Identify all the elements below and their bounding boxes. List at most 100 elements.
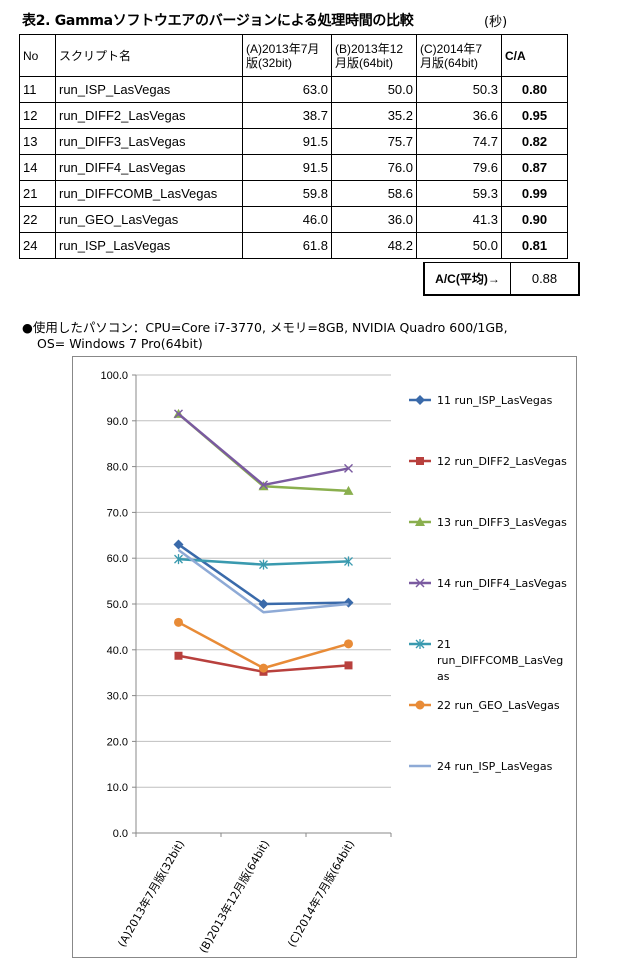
legend-label: 22 run_GEO_LasVegas [437,699,560,712]
header-version-a: (A)2013年7月 版(32bit) [242,34,332,77]
line-chart: 0.0 10.0 20.0 30.0 40.0 50.0 60.0 70.0 80.0 90.0 1… [100,370,567,956]
comparison-table: No スクリプト名 (A)2013年7月 版(32bit) (B)2013年12 月… [19,34,568,259]
cell-no: 11 [19,76,56,103]
data-point [174,617,183,627]
data-point [259,480,268,490]
cell-time-c: 50.3 [416,76,502,103]
table-title: 表2. Gammaソフトウエアのバージョンによる処理時間の比較 [22,13,414,29]
cell-ratio: 0.87 [501,154,568,181]
cell-ratio: 0.81 [501,232,568,259]
header-no: No [19,34,56,77]
series-line [177,548,349,614]
table-row: 14 run_DIFF4_LasVegas 91.5 76.0 79.6 0.8… [19,154,568,181]
y-tick-label: 40.0 [107,645,128,657]
table-row: 21 run_DIFFCOMB_LasVegas 59.8 58.6 59.3 … [19,180,568,207]
x-tick-label: (B)2013年12月版(64bit) [196,838,272,956]
legend-label: 11 run_ISP_LasVegas [437,394,553,407]
cell-time-a: 59.8 [242,180,332,207]
x-tick-label: (A)2013年7月版(32bit) [114,838,187,950]
header-version-b-line1: (B)2013年12 [335,41,404,56]
data-point [415,700,425,710]
data-point [416,457,424,465]
header-version-c: (C)2014年7 月版(64bit) [416,34,502,77]
table-row: 22 run_GEO_LasVegas 46.0 36.0 41.3 0.90 [19,206,568,233]
data-point [174,651,183,660]
cell-time-a: 61.8 [242,232,332,259]
header-ratio: C/A [501,34,568,77]
header-version-b-line2: 月版(64bit) [335,55,394,70]
average-ratio-value: 0.88 [531,271,558,286]
header-version-c-line1: (C)2014年7 [420,41,483,56]
table-row: 24 run_ISP_LasVegas 61.8 48.2 50.0 0.81 [19,232,568,259]
cell-no: 24 [19,232,56,259]
cell-no: 21 [19,180,56,207]
legend-label: 12 run_DIFF2_LasVegas [437,455,567,468]
cell-time-b: 36.0 [331,206,417,233]
cell-ratio: 0.80 [501,76,568,103]
legend-label: as [437,670,450,683]
y-tick-label: 60.0 [107,553,128,565]
data-point [343,485,354,495]
cell-time-b: 48.2 [331,232,417,259]
cell-no: 13 [19,128,56,155]
y-tick-label: 0.0 [113,828,128,840]
legend-label: 24 run_ISP_LasVegas [437,760,553,773]
cell-script-name: run_DIFF3_LasVegas [55,128,243,155]
legend-label: 21 [437,638,451,651]
series-line [177,543,349,606]
cell-time-c: 79.6 [416,154,502,181]
series-line [177,412,349,493]
cell-script-name: run_ISP_LasVegas [55,76,243,103]
legend-label: 13 run_DIFF3_LasVegas [437,516,567,529]
cell-time-c: 59.3 [416,180,502,207]
data-point [344,463,353,473]
cell-time-c: 74.7 [416,128,502,155]
cell-script-name: run_ISP_LasVegas [55,232,243,259]
cell-time-a: 38.7 [242,102,332,129]
cell-time-c: 36.6 [416,102,502,129]
pc-spec-note: ●使用したパソコン：CPU=Core i7-3770, メモリ=8GB, NVI… [22,320,508,352]
cell-ratio: 0.90 [501,206,568,233]
cell-script-name: run_DIFF2_LasVegas [55,102,243,129]
cell-time-a: 63.0 [242,76,332,103]
cell-time-c: 41.3 [416,206,502,233]
line-chart-area: 0.0 10.0 20.0 30.0 40.0 50.0 60.0 70.0 80.0 90.0 1… [72,356,577,958]
cell-time-b: 58.6 [331,180,417,207]
cell-time-a: 46.0 [242,206,332,233]
cell-no: 14 [19,154,56,181]
cell-script-name: run_GEO_LasVegas [55,206,243,233]
average-ratio-label: A/C(平均)→ [425,263,511,294]
y-tick-label: 50.0 [107,599,128,611]
data-point [344,639,353,649]
cell-time-b: 76.0 [331,154,417,181]
data-point [415,578,425,588]
cell-time-a: 91.5 [242,154,332,181]
table-row: 12 run_DIFF2_LasVegas 38.7 35.2 36.6 0.9… [19,102,568,129]
cell-time-b: 35.2 [331,102,417,129]
legend-label: 14 run_DIFF4_LasVegas [437,577,567,590]
y-tick-label: 90.0 [107,416,128,428]
average-ratio-box: A/C(平均)→ 0.88 [423,262,580,296]
cell-no: 12 [19,102,56,129]
table-row: 11 run_ISP_LasVegas 63.0 50.0 50.3 0.80 [19,76,568,103]
header-version-a-line1: (A)2013年7月 [246,41,320,56]
x-tick-label: (C)2014年7月版(64bit) [284,838,357,950]
legend-label: run_DIFFCOMB_LasVeg [437,654,563,667]
cell-time-a: 91.5 [242,128,332,155]
data-point [343,597,354,608]
header-script-name: スクリプト名 [55,34,243,77]
table-header-row: No スクリプト名 (A)2013年7月 版(32bit) (B)2013年12 月… [19,34,568,77]
cell-time-b: 75.7 [331,128,417,155]
cell-ratio: 0.82 [501,128,568,155]
y-tick-label: 20.0 [107,736,128,748]
pc-spec-line2: OS= Windows 7 Pro(64bit) [37,336,203,351]
cell-ratio: 0.95 [501,102,568,129]
table-row: 13 run_DIFF3_LasVegas 91.5 75.7 74.7 0.8… [19,128,568,155]
y-tick-label: 100.0 [100,370,128,382]
y-tick-label: 30.0 [107,691,128,703]
cell-script-name: run_DIFFCOMB_LasVegas [55,180,243,207]
cell-ratio: 0.99 [501,180,568,207]
data-point [174,409,183,419]
data-point [173,539,184,550]
cell-time-b: 50.0 [331,76,417,103]
